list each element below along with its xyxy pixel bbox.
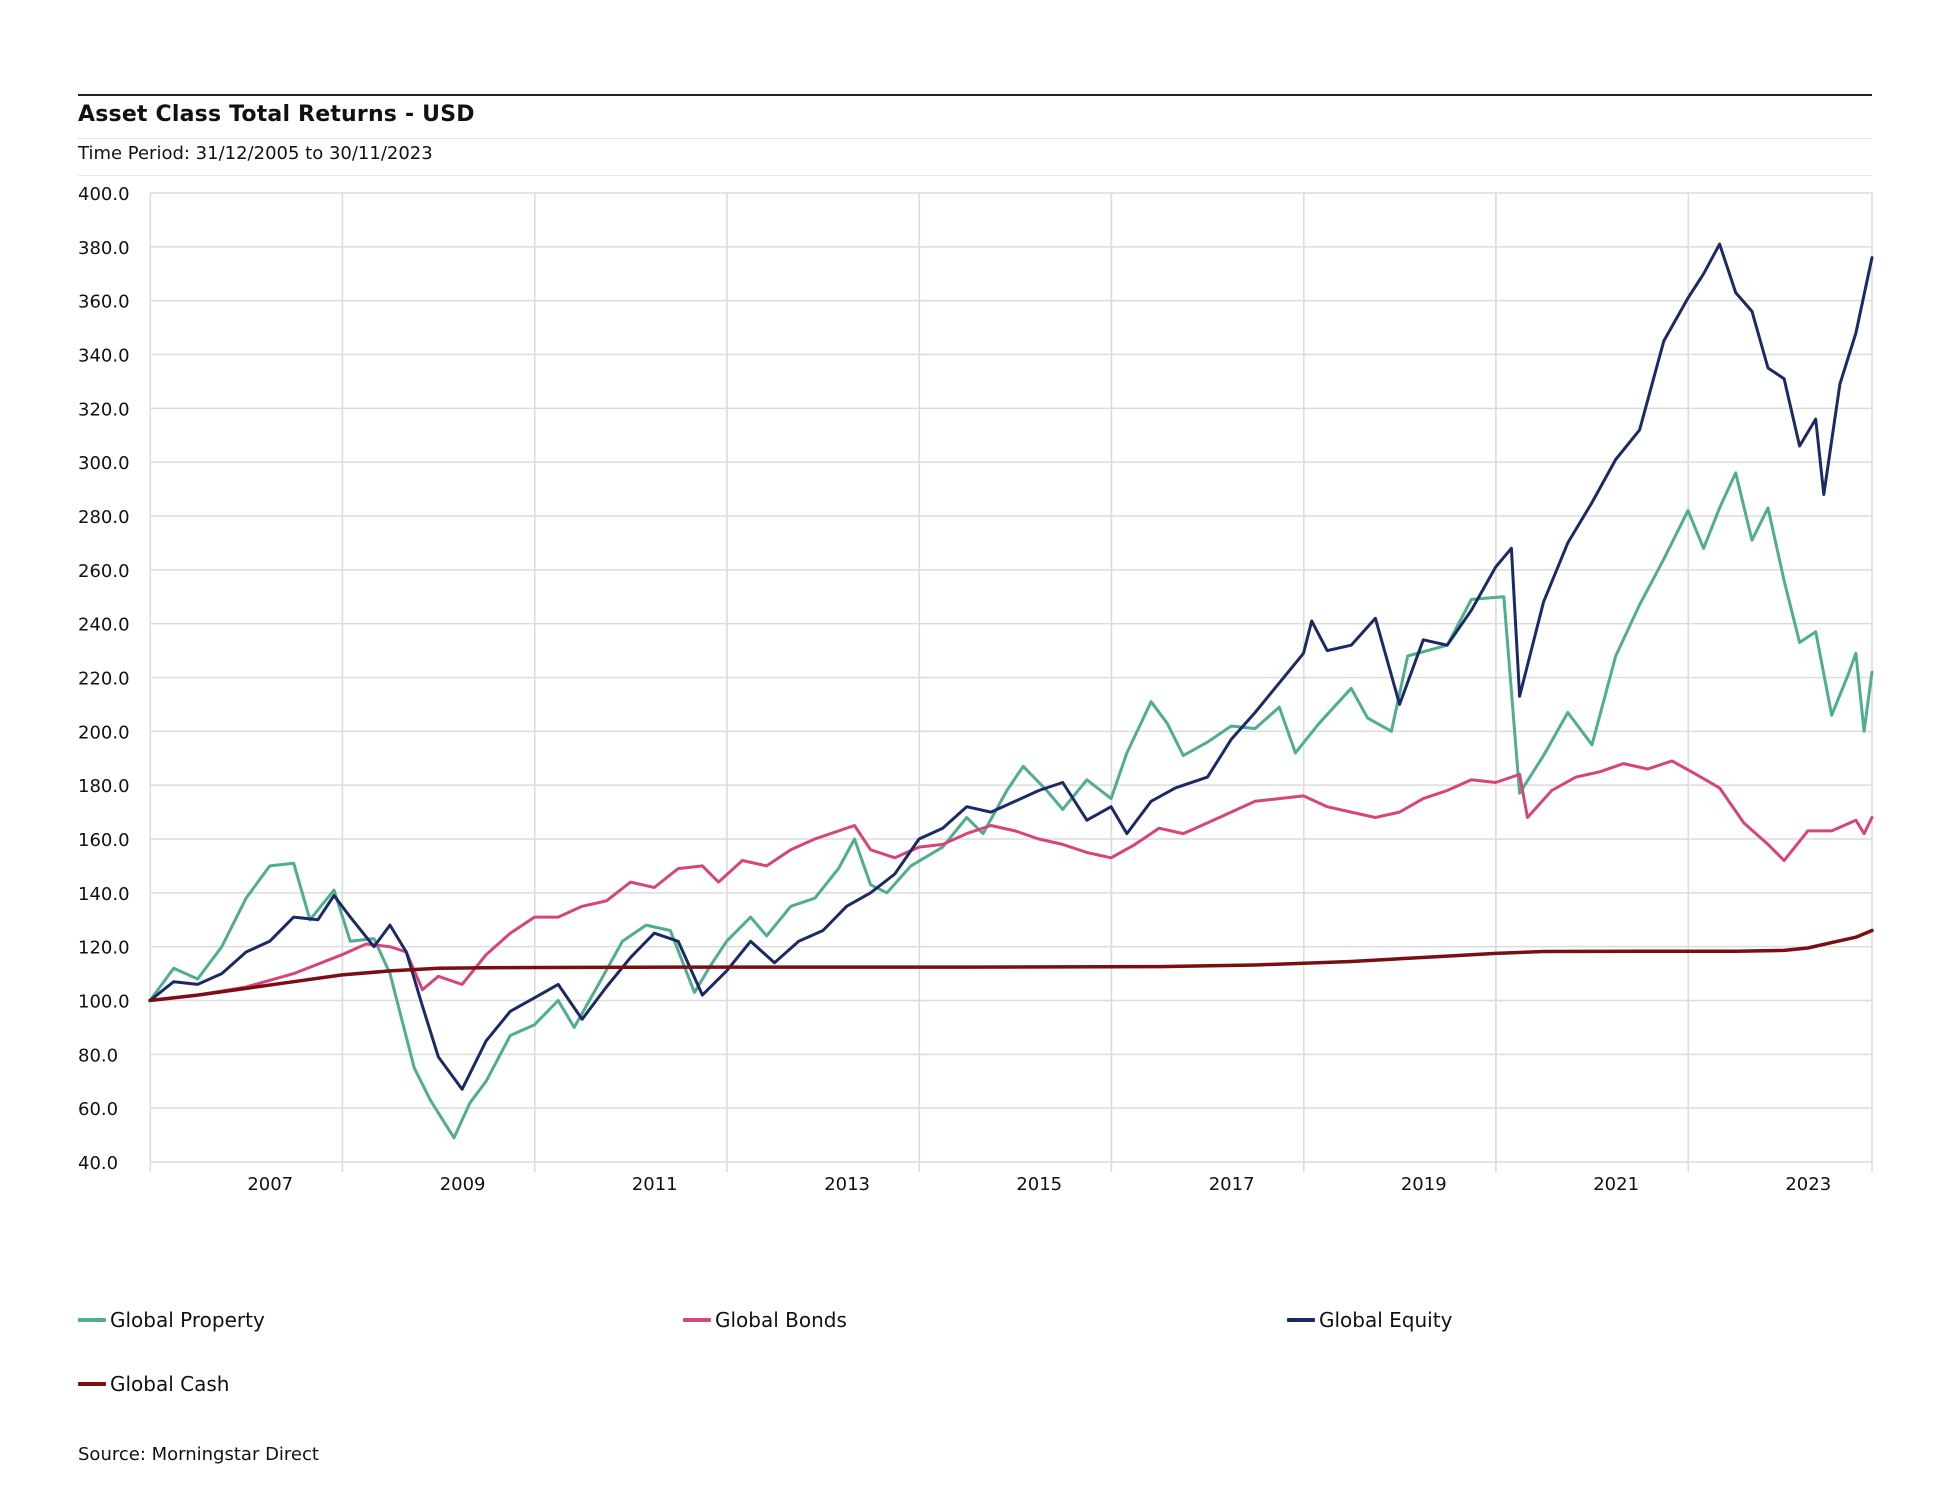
series-line-global-property [148, 471, 1874, 1140]
legend-swatch [78, 1318, 106, 1322]
y-tick-label: 240.0 [78, 615, 130, 636]
y-tick-label: 140.0 [78, 884, 130, 905]
y-tick-label: 180.0 [78, 776, 130, 797]
x-tick-label: 2013 [824, 1174, 870, 1195]
series-line-global-cash [148, 928, 1874, 1003]
chart-title: Asset Class Total Returns - USD [78, 102, 475, 127]
y-axis-ticks: 40.0 60.0 80.0 100.0 120.0 140.0 160.0 180.0 200… [78, 184, 130, 1174]
title-row: Asset Class Total Returns - USD [78, 100, 1872, 139]
y-tick-label: 100.0 [78, 992, 130, 1013]
source-note: Source: Morningstar Direct [78, 1444, 319, 1465]
y-tick-label: 280.0 [78, 507, 130, 528]
legend-item-global-property: Global Property [78, 1308, 265, 1332]
y-tick-label: 380.0 [78, 238, 130, 259]
top-rule [78, 94, 1872, 96]
series-lines [148, 242, 1874, 1140]
subtitle-row: Time Period: 31/12/2005 to 30/11/2023 [78, 139, 1872, 176]
legend-label: Global Equity [1319, 1308, 1453, 1332]
legend-label: Global Property [110, 1308, 265, 1332]
line-chart: 40.0 60.0 80.0 100.0 120.0 140.0 160.0 180.0 200… [78, 184, 1874, 1195]
legend-swatch [683, 1318, 711, 1322]
y-tick-label: 200.0 [78, 722, 130, 743]
gridlines [149, 192, 1873, 1172]
x-tick-label: 2009 [440, 1174, 486, 1195]
y-tick-label: 340.0 [78, 346, 130, 367]
y-tick-label: 160.0 [78, 830, 130, 851]
x-tick-label: 2007 [247, 1174, 293, 1195]
legend-swatch [1287, 1318, 1315, 1322]
y-tick-label: 360.0 [78, 292, 130, 313]
series-line-global-equity [148, 242, 1874, 1091]
y-tick-label: 80.0 [78, 1045, 118, 1066]
x-tick-label: 2011 [632, 1174, 678, 1195]
y-tick-label: 40.0 [78, 1153, 118, 1174]
y-tick-label: 400.0 [78, 184, 130, 205]
legend-label: Global Bonds [715, 1308, 847, 1332]
y-tick-label: 260.0 [78, 561, 130, 582]
time-period-subtitle: Time Period: 31/12/2005 to 30/11/2023 [78, 143, 433, 164]
x-axis-ticks: 2007 2009 2011 2013 2015 2017 2019 2021 2023 [247, 1174, 1831, 1195]
x-tick-label: 2019 [1401, 1174, 1447, 1195]
y-tick-label: 60.0 [78, 1099, 118, 1120]
series-line-global-bonds [148, 759, 1874, 1002]
legend-label: Global Cash [110, 1372, 230, 1396]
y-tick-label: 320.0 [78, 399, 130, 420]
legend-item-global-bonds: Global Bonds [683, 1308, 847, 1332]
x-tick-label: 2021 [1593, 1174, 1639, 1195]
legend-item-global-equity: Global Equity [1287, 1308, 1452, 1332]
y-tick-label: 120.0 [78, 938, 130, 959]
x-tick-label: 2023 [1785, 1174, 1831, 1195]
y-tick-label: 300.0 [78, 453, 130, 474]
legend-swatch [78, 1382, 106, 1386]
x-tick-label: 2015 [1016, 1174, 1062, 1195]
y-tick-label: 220.0 [78, 669, 130, 690]
legend-item-global-cash: Global Cash [78, 1372, 229, 1396]
x-tick-label: 2017 [1209, 1174, 1255, 1195]
